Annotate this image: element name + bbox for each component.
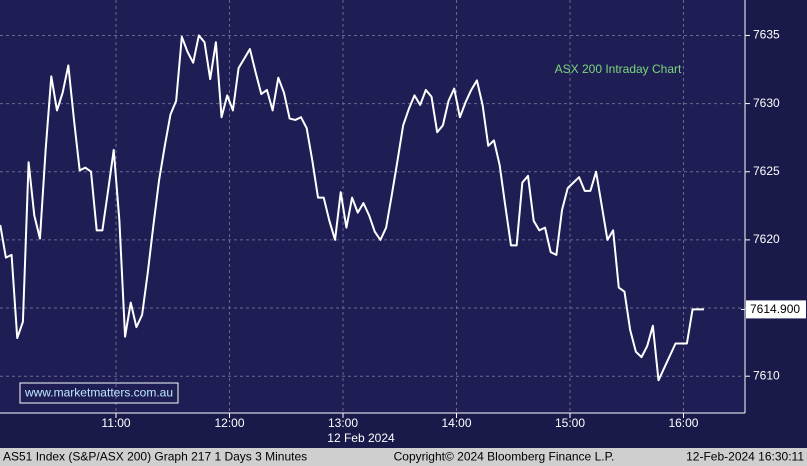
footer-left: AS51 Index (S&P/ASX 200) Graph 217 1 Day… — [3, 450, 307, 464]
last-value-label: 7614.900 — [750, 302, 800, 316]
x-tick-label: 11:00 — [101, 416, 130, 430]
x-tick-label: 16:00 — [668, 416, 698, 430]
watermark-link[interactable]: www.marketmatters.com.au — [24, 386, 173, 400]
y-tick-label: 7630 — [753, 96, 780, 110]
footer-right: 12-Feb-2024 16:30:11 — [686, 450, 804, 464]
date-label: 12 Feb 2024 — [327, 431, 395, 445]
grid — [0, 0, 745, 413]
footer-bar — [0, 448, 807, 466]
x-tick-label: 14:00 — [441, 416, 471, 430]
x-tick-label: 12:00 — [214, 416, 244, 430]
plot-area — [0, 0, 745, 413]
last-value-box — [746, 300, 806, 319]
lines — [0, 34, 704, 382]
y-tick-label: 7610 — [753, 368, 780, 382]
x-tick-label: 13:00 — [328, 416, 358, 430]
price-line — [0, 34, 704, 382]
y-tick-label: 7635 — [753, 28, 780, 42]
y-tick-label: 7625 — [753, 164, 780, 178]
x-tick-label: 15:00 — [555, 416, 585, 430]
chart-title: ASX 200 Intraday Chart — [555, 62, 682, 76]
watermark-box — [19, 382, 179, 404]
footer-center: Copyright© 2024 Bloomberg Finance L.P. — [394, 450, 615, 464]
y-tick-label: 7620 — [753, 232, 780, 246]
